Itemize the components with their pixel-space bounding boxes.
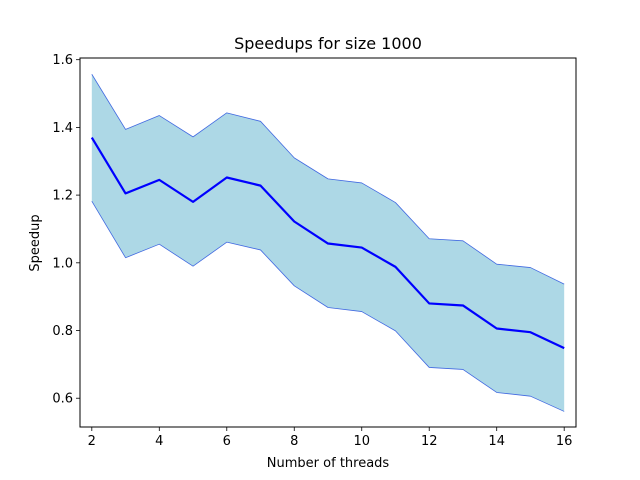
y-tick-label: 0.6 [52,392,73,407]
y-tick-label: 1.2 [52,189,73,204]
y-tick-label: 1.4 [52,121,73,136]
x-axis-label: Number of threads [267,456,390,471]
x-tick-label: 4 [155,434,163,449]
x-axis: 2 4 6 8 10 12 14 16 [88,427,573,449]
upper-band-line [91,74,565,285]
y-axis: 0.6 0.8 1.0 1.2 1.4 1.6 [52,53,80,407]
plot-frame [79,57,577,428]
x-tick-label: 14 [488,434,505,449]
x-tick-label: 2 [88,434,96,449]
x-tick-label: 16 [556,434,573,449]
y-tick-label: 0.8 [52,324,73,339]
x-tick-label: 6 [223,434,231,449]
x-tick-label: 8 [290,434,298,449]
mean-speedup-line [90,136,565,350]
lower-band-line [91,200,565,412]
x-tick-label: 12 [421,434,438,449]
y-axis-label: Speedup [28,214,43,271]
plot-area [90,74,565,412]
x-tick-label: 10 [353,434,370,449]
y-tick-label: 1.6 [52,53,73,68]
y-tick-label: 1.0 [52,256,73,271]
chart-title: Speedups for size 1000 [234,34,422,53]
